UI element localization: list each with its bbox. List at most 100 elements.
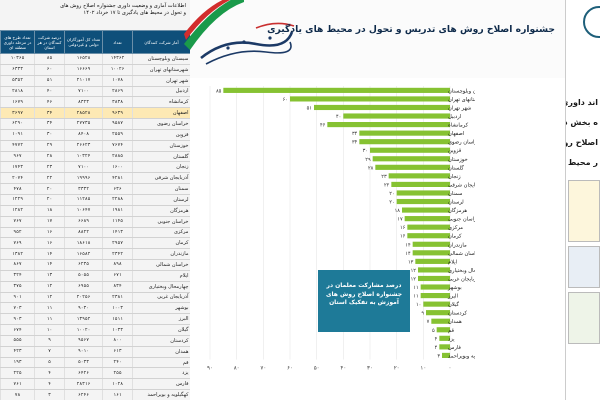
- percent-cell: ۱۱: [34, 302, 65, 315]
- count-cell: ۸۳۴: [102, 281, 133, 293]
- count-cell: ۶۱۳: [102, 346, 133, 358]
- province-cell: ایلام: [132, 270, 190, 282]
- bar-value-label: ۵۱: [307, 105, 312, 111]
- bar: [223, 87, 450, 93]
- table-row: البرز ۱۵۱۱ ۱۳۹۵۲ ۱۱ ۹۰۳: [0, 313, 190, 326]
- count-cell: ۲۸۸۵: [102, 151, 133, 163]
- province-cell: خراسان رضوی: [132, 118, 190, 130]
- bar: [343, 113, 450, 119]
- percent-cell: ۷: [34, 346, 65, 358]
- percent-cell: ۲۹: [34, 140, 65, 152]
- review-cell: ۷۰۳: [0, 302, 35, 315]
- total-cell: ۲۸۳۱۶: [64, 378, 103, 391]
- bar-category-label: خوزستان: [448, 157, 468, 163]
- count-cell: ۱۹۸۱: [102, 205, 133, 217]
- count-cell: ۱۰۷۸: [102, 75, 133, 87]
- table-row: کهگیلویه و بویراحمد ۱۶۱ ۶۲۴۶ ۳ ۷۸: [0, 389, 190, 400]
- bar: [412, 241, 450, 247]
- province-cell: خراسان جنوبی: [132, 216, 190, 228]
- count-cell: ۹۵۸۷: [102, 118, 133, 130]
- percent-cell: ۲۸: [34, 151, 65, 163]
- bar-value-label: ۴: [435, 336, 438, 342]
- total-cell: ۶۹۵۵: [64, 281, 103, 293]
- bar: [426, 310, 450, 316]
- total-cell: ۶۶۸۹: [64, 216, 103, 228]
- province-cell: سیستان وبلوچستان: [132, 53, 190, 65]
- review-cell: ۹۶۷: [0, 151, 35, 163]
- percent-cell: ۳: [34, 389, 65, 400]
- province-cell: گلستان: [132, 151, 190, 163]
- province-cell: کردستان: [132, 335, 190, 347]
- bar-category-label: قزوین: [448, 148, 462, 154]
- review-cell: ۵۵۵: [0, 335, 35, 347]
- header-province: آمار شرکت کنندگان: [132, 30, 190, 54]
- total-cell: ۶۲۳۵: [64, 259, 103, 271]
- count-cell: ۱۶۱: [102, 389, 133, 400]
- review-cell: ۲۸۱۸: [0, 86, 35, 98]
- bar-value-label: ۱۲: [411, 276, 417, 282]
- bar-category-label: سمنان: [448, 191, 462, 197]
- percent-cell: ۶۰: [34, 64, 65, 76]
- bar: [396, 198, 450, 205]
- bar-value-label: ۱۰: [416, 302, 421, 308]
- percent-cell: ۱۲: [34, 292, 65, 304]
- count-cell: ۷۶۷۴: [102, 140, 133, 152]
- table-row: ایلام ۶۷۱ ۵۰۵۵ ۱۳ ۳۲۴: [0, 270, 190, 282]
- count-cell: ۶۳۶: [102, 183, 133, 195]
- count-cell: ۹۶۳۹: [102, 107, 133, 120]
- chart-x-ticks: ۰ ۱۰ ۲۰ ۳۰ ۴۰ ۵۰ ۶۰ ۷۰ ۸۰ ۹۰: [207, 366, 451, 372]
- bar-category-label: شهر تهران: [448, 105, 471, 111]
- count-cell: ۲۳۸۱: [102, 292, 133, 304]
- total-cell: ۶۴۲۶: [64, 367, 103, 380]
- document-thumbnail: [568, 180, 600, 242]
- total-cell: ۹۰۱۰: [64, 346, 103, 358]
- count-cell: ۴۲۸۱: [102, 172, 133, 185]
- review-cell: ۱۰۳۶۵: [0, 53, 35, 65]
- bar-category-label: کرمانشاه: [448, 123, 469, 129]
- bar-category-label: ایلام: [448, 259, 457, 265]
- bar-category-label: هرمزگان: [448, 207, 467, 214]
- bar: [407, 224, 450, 230]
- province-cell: چهارمحال وبختیاری: [132, 281, 190, 293]
- percent-cell: ۳۰: [34, 129, 65, 141]
- count-cell: ۱۶۰۰: [102, 161, 133, 174]
- bar-value-label: ۱۶: [400, 225, 406, 231]
- total-cell: ۱۸۶۱۸: [64, 237, 103, 250]
- total-cell: ۵۰۵۵: [64, 270, 103, 282]
- bar-value-label: ۲۰: [389, 200, 394, 206]
- emblem-logo-icon: [583, 6, 600, 38]
- count-cell: ۱۱۴۵: [102, 216, 133, 228]
- province-cell: اصفهان: [132, 107, 190, 120]
- province-cell: یزد: [132, 367, 190, 380]
- bar: [314, 104, 450, 111]
- count-cell: ۸۰۰: [102, 335, 133, 347]
- table-row: بوشهر ۱۰۰۳ ۹۰۳۰ ۱۱ ۷۰۳: [0, 302, 190, 315]
- province-cell: آذربایجان غربی: [132, 292, 190, 304]
- total-cell: ۸۴۰۸: [64, 129, 103, 141]
- bar-category-label: چهارمحال وبختیاری: [448, 268, 475, 274]
- total-cell: ۲۷۷۳۵: [64, 118, 103, 130]
- table-row: خوزستان ۷۶۷۴ ۲۶۶۲۳ ۲۹ ۴۷۷۲: [0, 140, 190, 152]
- side-text-line1: اند داوری ۵۲۳۶۹ اثر از: [566, 98, 598, 107]
- bar-value-label: ۸۵: [216, 88, 222, 94]
- count-cell: ۲۸۶۹: [102, 86, 133, 98]
- x-tick-label: ۵۰: [314, 366, 320, 372]
- table-row: سمنان ۶۳۶ ۳۳۳۲ ۲۰ ۴۷۸: [0, 183, 190, 195]
- percent-cell: ۱۱: [34, 313, 65, 326]
- table-row: زنجان ۱۶۰۰ ۷۱۰۰ ۲۳ ۱۷۴۳: [0, 161, 190, 174]
- total-cell: ۱۶۶۶۹: [64, 64, 103, 76]
- total-cell: ۱۰۶۴۷: [64, 205, 103, 217]
- bar-value-label: ۳۴: [352, 140, 358, 146]
- chart-category-labels: سیستان وبلوچستان شهرستانهای تهران شهر تهرا…: [447, 88, 475, 359]
- percent-cell: ۴: [34, 367, 65, 380]
- count-cell: ۸۹۸: [102, 259, 133, 271]
- bar: [423, 301, 450, 307]
- total-cell: ۶۲۴۶: [64, 389, 103, 400]
- percent-cell: ۵۱: [34, 75, 65, 87]
- review-cell: ۲۰۷۴: [0, 172, 35, 185]
- percent-cell: ۸۵: [34, 53, 65, 65]
- bar-category-label: کرمان: [448, 234, 462, 240]
- bar: [431, 318, 450, 324]
- bar: [404, 216, 450, 222]
- bar-category-label: قم: [448, 328, 454, 334]
